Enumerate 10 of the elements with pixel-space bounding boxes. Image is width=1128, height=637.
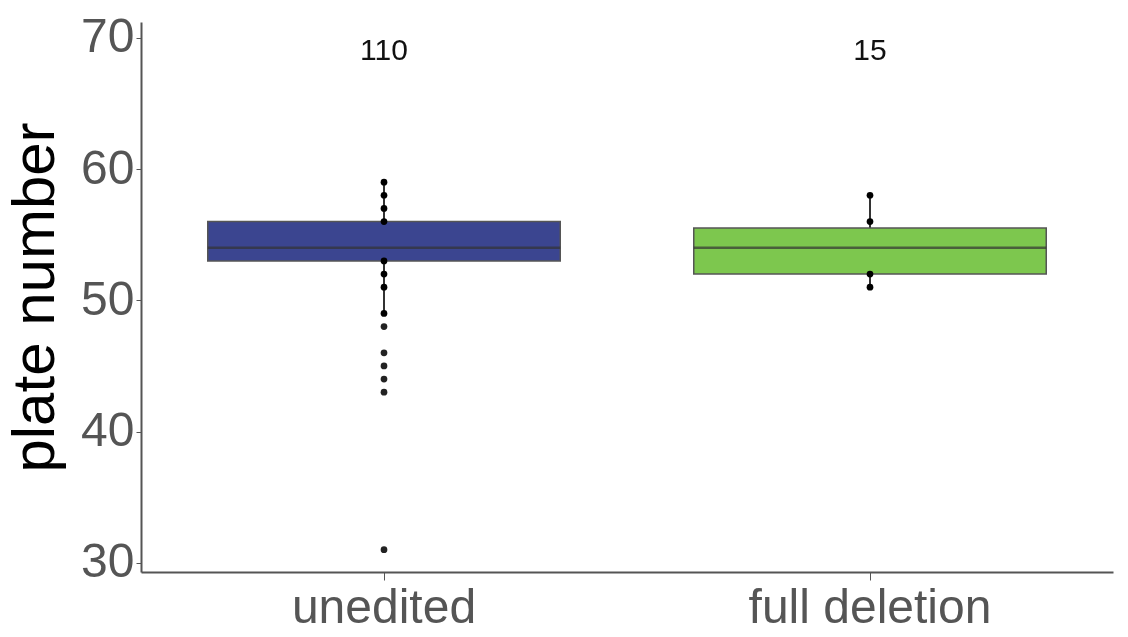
y-tick-label: 40 — [81, 403, 135, 457]
y-tick-label: 70 — [81, 9, 135, 63]
x-tick-label: unedited — [291, 579, 477, 633]
x-tick-label: full deletion — [748, 579, 992, 633]
annotation: 15 — [853, 33, 887, 66]
annotation: 110 — [360, 33, 408, 66]
y-tick-label: 50 — [81, 271, 135, 325]
y-tick-label: 30 — [81, 534, 135, 588]
y-axis-title: plate number — [0, 122, 68, 473]
y-tick-label: 60 — [81, 140, 135, 194]
